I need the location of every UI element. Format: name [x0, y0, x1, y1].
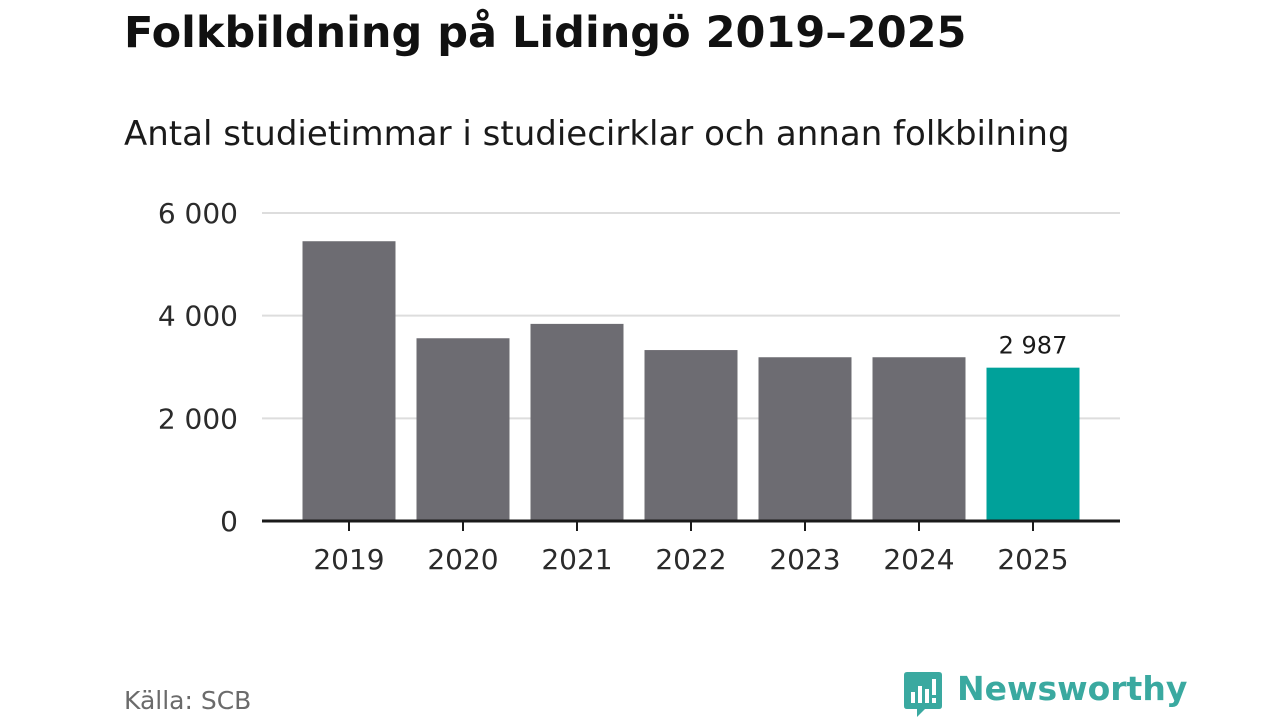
bar-2022 — [644, 350, 738, 521]
bar-chart: 0 2 000 4 000 6 000 2019 2020 2021 2022 2023 202… — [158, 197, 1120, 576]
newsworthy-logo-text: Newsworthy — [957, 669, 1188, 708]
x-tick-label: 2020 — [427, 543, 498, 576]
x-tick-label: 2021 — [541, 543, 612, 576]
bar-2025 — [986, 367, 1080, 521]
data-labels: 2 987 — [999, 332, 1068, 360]
bar-2023 — [758, 357, 852, 521]
y-tick-label: 4 000 — [158, 300, 238, 333]
x-tick-label: 2019 — [313, 543, 384, 576]
source-note: Källa: SCB — [124, 686, 252, 715]
y-axis-ticks: 0 2 000 4 000 6 000 — [158, 197, 238, 538]
newsworthy-logo-icon — [904, 672, 942, 717]
x-tick-label: 2025 — [997, 543, 1068, 576]
newsworthy-logo: Newsworthy — [903, 669, 1188, 718]
bars — [302, 241, 1080, 521]
x-tick-label: 2022 — [655, 543, 726, 576]
chart-subtitle: Antal studietimmar i studiecirklar och a… — [124, 114, 1070, 154]
y-tick-label: 6 000 — [158, 197, 238, 230]
bar-2024 — [872, 357, 966, 521]
data-label-2025: 2 987 — [999, 332, 1068, 360]
x-tick-label: 2023 — [769, 543, 840, 576]
bar-2021 — [530, 323, 624, 521]
bar-2020 — [416, 338, 510, 521]
bar-2019 — [302, 241, 396, 521]
x-tick-label: 2024 — [883, 543, 954, 576]
y-tick-label: 0 — [220, 505, 238, 538]
chart-title: Folkbildning på Lidingö 2019–2025 — [124, 8, 967, 58]
x-axis-ticks: 2019 2020 2021 2022 2023 2024 2025 — [313, 521, 1069, 576]
y-tick-label: 2 000 — [158, 402, 238, 435]
